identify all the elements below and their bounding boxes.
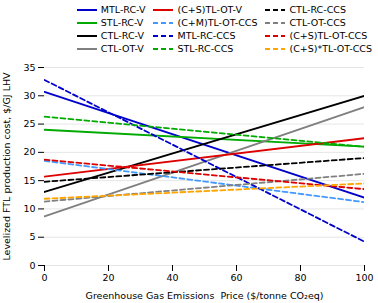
html-text:(C+S)TL-OT-V: (C+S)TL-OT-V [177, 4, 242, 15]
svg-text:25: 25 [23, 118, 35, 129]
html-text:CTL-OT-CCS: CTL-OT-CCS [289, 17, 346, 28]
svg-text:60: 60 [230, 272, 242, 283]
svg-text:0: 0 [29, 260, 35, 271]
svg-text:80: 80 [294, 272, 306, 283]
html-text:CTL-OT-V: CTL-OT-V [100, 43, 144, 54]
svg-text:20: 20 [102, 272, 114, 283]
svg-text:Greenhouse Gas Emissions Pric: Greenhouse Gas Emissions Price ($/tonne … [86, 290, 324, 301]
svg-text:0: 0 [41, 272, 47, 283]
html-text:CTL-RC-V: CTL-RC-V [100, 30, 144, 41]
svg-text:40: 40 [166, 272, 178, 283]
html-text:STL-RC-CCS: STL-RC-CCS [177, 43, 234, 54]
html-text:MTL-RC-CCS: MTL-RC-CCS [177, 30, 236, 41]
html-text:(C+S)*TL-OT-CCS: (C+S)*TL-OT-CCS [289, 43, 372, 54]
svg-text:5: 5 [29, 231, 35, 242]
svg-text:10: 10 [23, 203, 35, 214]
html-text:(C+S)TL-OT-CCS: (C+S)TL-OT-CCS [289, 30, 368, 41]
svg-text:35: 35 [23, 62, 35, 73]
svg-text:30: 30 [23, 90, 35, 101]
svg-text:100: 100 [355, 272, 373, 283]
html-text:MTL-RC-V: MTL-RC-V [100, 4, 146, 15]
svg-text:15: 15 [23, 175, 35, 186]
svg-text:Levelized FTL production cost,: Levelized FTL production cost, $/GJ LHV [1, 72, 12, 261]
html-text:(C+M)TL-OT-CCS: (C+M)TL-OT-CCS [177, 17, 258, 28]
html-text:STL-RC-V: STL-RC-V [100, 17, 144, 28]
svg-text:20: 20 [23, 146, 35, 157]
html-text:CTL-RC-CCS: CTL-RC-CCS [289, 4, 346, 15]
